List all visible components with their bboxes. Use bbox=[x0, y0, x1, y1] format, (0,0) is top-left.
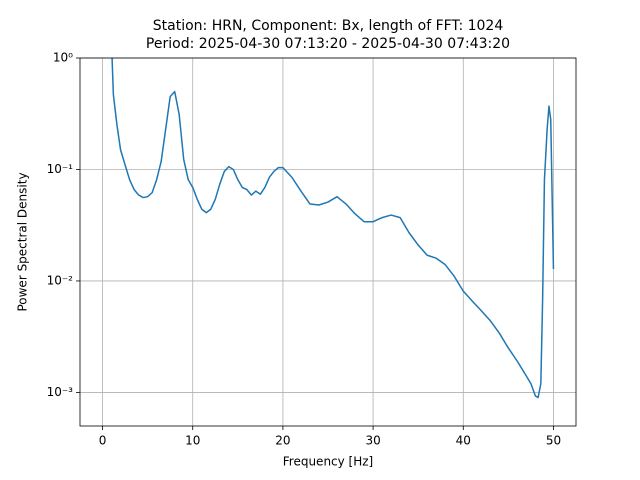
x-tick-label: 30 bbox=[365, 434, 380, 448]
y-tick-label: 10⁻² bbox=[47, 273, 74, 287]
x-tick-label: 10 bbox=[185, 434, 200, 448]
x-tick-label: 20 bbox=[275, 434, 290, 448]
x-tick-label: 50 bbox=[546, 434, 561, 448]
y-tick-label: 10⁻³ bbox=[47, 385, 74, 399]
chart-title: Station: HRN, Component: Bx, length of F… bbox=[153, 18, 504, 34]
y-tick-label: 10⁰ bbox=[53, 51, 73, 65]
x-axis-label: Frequency [Hz] bbox=[283, 455, 374, 469]
plot-frame bbox=[79, 57, 577, 427]
chart-title: Period: 2025-04-30 07:13:20 - 2025-04-30… bbox=[146, 36, 510, 52]
x-tick-label: 40 bbox=[456, 434, 471, 448]
y-axis-label: Power Spectral Density bbox=[16, 172, 30, 311]
data-line bbox=[111, 58, 555, 399]
y-tick-label: 10⁻¹ bbox=[47, 162, 74, 176]
x-tick-label: 0 bbox=[99, 434, 107, 448]
